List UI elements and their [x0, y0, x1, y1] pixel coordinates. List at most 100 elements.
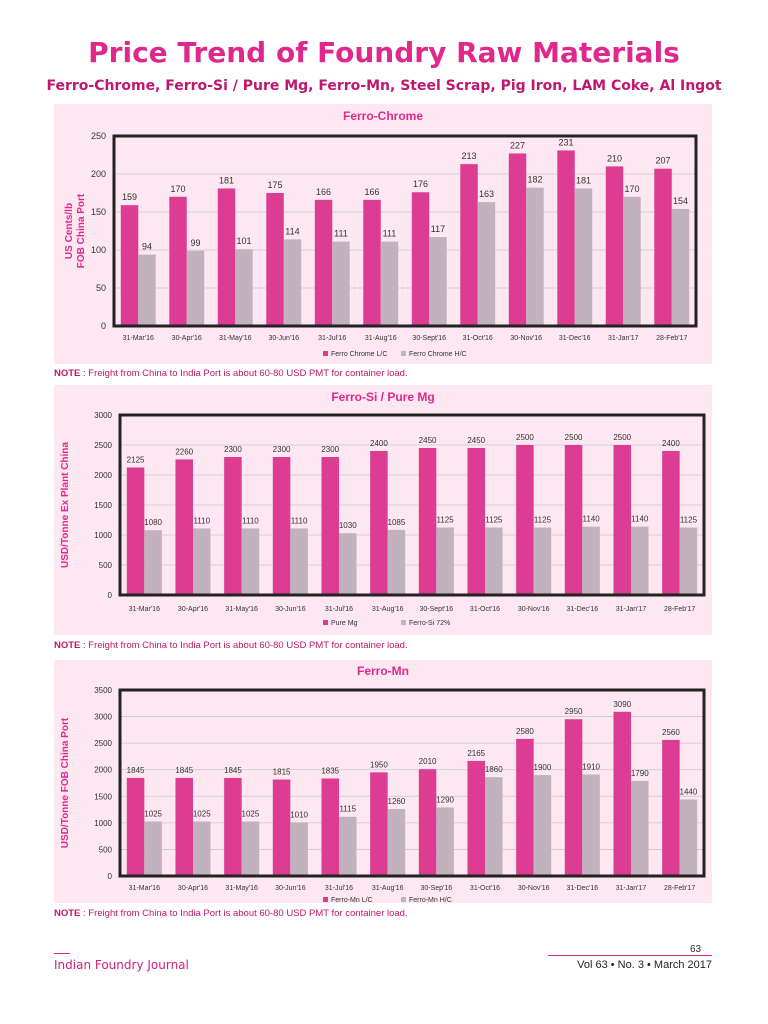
- bar: [175, 777, 193, 875]
- x-tick-label: 31-Aug'16: [365, 335, 397, 342]
- x-tick-label: 28-Feb'17: [664, 606, 695, 613]
- data-label: 1290: [436, 795, 454, 804]
- bar: [662, 451, 680, 594]
- x-tick-label: 30-Apr'16: [178, 606, 208, 613]
- data-label: 213: [462, 151, 477, 161]
- bar: [533, 775, 552, 875]
- x-tick-label: 31-Oct'16: [470, 885, 500, 892]
- bar: [120, 205, 139, 325]
- bar: [224, 457, 242, 594]
- bar: [582, 526, 600, 594]
- data-label: 231: [559, 137, 574, 147]
- data-label: 1860: [485, 765, 503, 774]
- bar: [508, 153, 527, 325]
- x-tick-label: 30-Sept'16: [412, 335, 446, 342]
- page-subtitle: Ferro-Chrome, Ferro-Si / Pure Mg, Ferro-…: [46, 78, 722, 94]
- x-tick-label: 31-May'16: [225, 606, 258, 613]
- y-tick-label: 1500: [94, 501, 112, 510]
- data-label: 1125: [680, 516, 698, 525]
- bar: [339, 816, 357, 875]
- x-tick-label: 30-Apr'16: [172, 335, 202, 342]
- data-label: 2580: [516, 727, 534, 736]
- bar: [485, 527, 503, 594]
- x-tick-label: 31-Mar'16: [129, 606, 160, 613]
- bar: [460, 164, 478, 325]
- bar: [126, 467, 145, 594]
- y-tick-label: 200: [91, 169, 106, 179]
- x-tick-label: 31-Dec'16: [566, 885, 598, 892]
- bar: [526, 187, 544, 325]
- x-tick-label: 31-Dec'16: [559, 335, 591, 342]
- y-tick-label: 250: [91, 131, 106, 141]
- bar: [290, 822, 308, 875]
- bar: [126, 777, 145, 875]
- data-label: 3090: [613, 700, 631, 709]
- data-label: 2400: [662, 439, 680, 448]
- x-tick-label: 31-Jan'17: [616, 606, 647, 613]
- x-tick-label: 31-Aug'16: [372, 885, 404, 892]
- x-tick-label: 31-Mar'16: [129, 885, 160, 892]
- x-tick-label: 31-Jul'16: [325, 885, 353, 892]
- data-label: 2300: [273, 445, 291, 454]
- legend-swatch: [401, 897, 406, 902]
- y-axis-label: USD/Tonne FOB China Port: [60, 717, 71, 848]
- data-label: 114: [285, 226, 299, 236]
- x-tick-label: 30-Sept'16: [420, 606, 454, 613]
- data-label: 175: [268, 180, 283, 190]
- bar: [485, 777, 503, 875]
- bar: [436, 807, 454, 875]
- data-label: 2165: [467, 749, 485, 758]
- data-label: 2560: [662, 728, 680, 737]
- data-label: 1140: [631, 515, 649, 524]
- bar: [321, 457, 339, 594]
- bar: [467, 760, 485, 875]
- ferro-chrome-panel: Ferro-Chrome US Cents/lb FOB China Port 0 50…: [54, 104, 712, 364]
- note-label: NOTE: [54, 908, 81, 919]
- legend-swatch: [323, 620, 328, 625]
- data-label: 99: [190, 238, 200, 248]
- x-tick-label: 31-Oct'16: [470, 606, 500, 613]
- y-tick-label: 0: [108, 591, 113, 600]
- bar: [314, 199, 333, 325]
- bar: [272, 779, 291, 875]
- y-axis-label: USD/Tonne Ex Plant China: [60, 442, 71, 568]
- bar: [605, 166, 624, 325]
- legend-swatch: [323, 897, 328, 902]
- data-label: 2125: [127, 456, 145, 465]
- data-label: 166: [365, 187, 380, 197]
- bar: [363, 199, 381, 325]
- legend-swatch: [401, 351, 406, 356]
- data-label: 1125: [436, 516, 454, 525]
- note-ferro-mn: NOTE : Freight from China to India Port …: [54, 908, 408, 919]
- data-label: 1910: [582, 762, 600, 771]
- y-tick-label: 1500: [94, 792, 112, 801]
- data-label: 1110: [291, 516, 308, 525]
- data-label: 1900: [534, 763, 552, 772]
- bar: [283, 239, 302, 325]
- bar: [144, 530, 162, 594]
- x-tick-label: 28-Feb'17: [664, 885, 695, 892]
- data-label: 181: [576, 175, 591, 185]
- data-label: 1010: [290, 810, 308, 819]
- data-label: 2450: [419, 436, 437, 445]
- chart-title: Ferro-Chrome: [343, 109, 423, 123]
- footer-left-rule: [54, 953, 70, 954]
- bar: [217, 188, 236, 325]
- y-axis-label: US Cents/lb: [64, 203, 75, 259]
- bar: [631, 526, 649, 594]
- data-label: 210: [607, 153, 622, 163]
- bar: [370, 451, 388, 594]
- bar: [169, 196, 187, 325]
- bar: [679, 799, 698, 875]
- data-label: 2260: [175, 447, 193, 456]
- legend-swatch: [401, 620, 406, 625]
- x-tick-label: 31-Jan'17: [608, 335, 639, 342]
- bar: [418, 448, 437, 594]
- bar: [582, 774, 600, 875]
- ferro-mn-panel: Ferro-Mn USD/Tonne FOB China Port 0 500 1000…: [54, 660, 712, 904]
- bar: [186, 250, 205, 325]
- data-label: 182: [527, 175, 542, 185]
- x-tick-label: 30-Nov'16: [518, 606, 550, 613]
- bar: [235, 249, 253, 325]
- y-tick-label: 500: [99, 561, 113, 570]
